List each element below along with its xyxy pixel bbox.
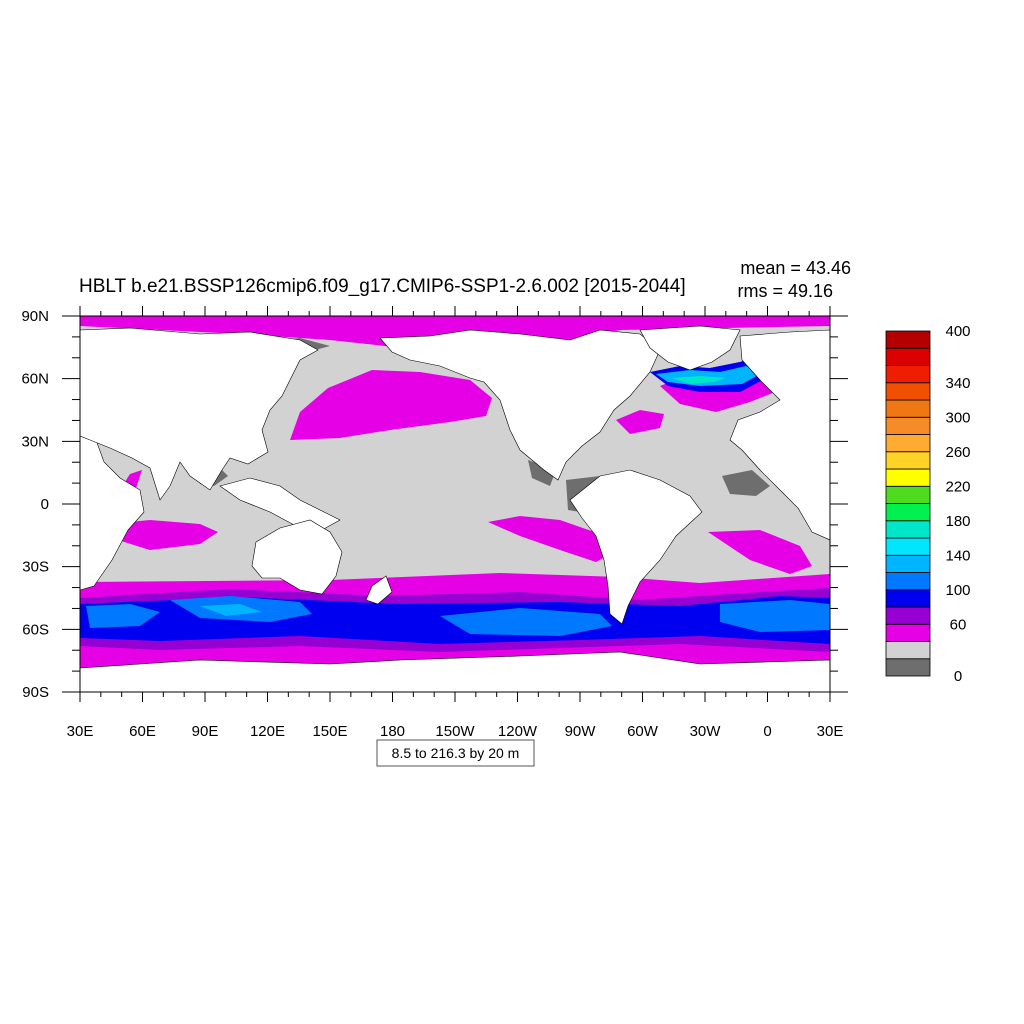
colorbar-box [885,503,931,522]
lon-label: 120W [498,723,538,740]
land-antarctica [80,651,830,692]
lon-label: 150W [435,723,475,740]
colorbar-box [885,434,931,453]
land-europe-africa-east [729,329,830,541]
colorbar-box [885,347,931,366]
colorbar-box [885,485,931,504]
land-new-zealand [365,575,393,605]
colorbar-box [885,330,931,349]
colorbar-label: 100 [945,582,970,599]
contour-info-box: 8.5 to 216.3 by 20 m [376,739,535,767]
colorbar-labels: 400 340 300 260 220 180 140 100 60 0 [945,323,970,685]
lon-label: 90E [192,723,219,740]
colorbar-box [885,572,931,591]
mixed-layer-field [80,316,830,692]
north-pacific-patch [290,370,492,440]
lon-label: 30W [690,723,722,740]
lon-label: 180 [380,723,405,740]
colorbar-box [885,606,931,625]
latitude-labels: 90N 60N 30N 0 30S 60S 90S [21,308,49,701]
lon-label: 0 [763,723,771,740]
colorbar-box [885,365,931,384]
longitude-labels: 30E 60E 90E 120E 150E 180 150W 120W 90W 60W 30W 0 30… [67,723,844,740]
colorbar-box [885,451,931,470]
contour-info-text: 8.5 to 216.3 by 20 m [392,745,520,761]
land-greenland [639,325,741,371]
south-pacific-patch [488,516,614,562]
southern-ocean-core-atlantic [720,600,830,632]
lat-label: 90N [21,308,49,325]
lon-label: 120E [250,723,285,740]
north-atlantic-patch [616,410,664,434]
colorbar-label: 140 [945,547,970,564]
lat-label: 60N [21,371,49,388]
colorbar-box [885,641,931,660]
colorbar-box [885,537,931,556]
land-south-america [569,469,703,625]
rms-label: rms = 49.16 [737,281,833,301]
colorbar-label: 180 [945,513,970,530]
colorbar-label: 220 [945,478,970,495]
lon-label: 150E [312,723,347,740]
mean-label: mean = 43.46 [740,258,851,278]
lat-label: 60S [22,621,49,638]
lat-label: 0 [41,496,49,513]
colorbar-box [885,382,931,401]
colorbar-box [885,468,931,487]
colorbar-label: 60 [950,616,967,633]
lat-label: 30S [22,559,49,576]
lat-label: 90S [22,684,49,701]
shallow-shelf-caribbean [528,460,556,486]
colorbar-label: 400 [945,323,970,340]
lat-label: 30N [21,433,49,450]
colorbar [885,330,931,677]
shallow-shelf-west-africa [722,470,770,496]
colorbar-label: 260 [945,444,970,461]
map-ticks [62,306,848,702]
colorbar-box [885,658,931,677]
colorbar-label: 0 [954,668,962,685]
colorbar-box [885,623,931,642]
contour-info-frame [376,739,535,767]
land-north-america [379,329,661,481]
land-africa [80,431,145,591]
land-australia [251,519,343,595]
southern-ocean-core-west [86,604,160,628]
colorbar-label: 300 [945,409,970,426]
land-maritime-se-asia [219,477,341,531]
lon-label: 30E [67,723,94,740]
map-panel: 30E 60E 90E 120E 150E 180 150W 120W 90W 60W 30W 0 30… [21,306,848,740]
plot-title: HBLT b.e21.BSSP126cmip6.f09_g17.CMIP6-SS… [79,276,686,297]
lon-label: 60E [129,723,156,740]
colorbar-box [885,589,931,608]
southern-ocean-core-140 [200,604,262,616]
colorbar-label: 340 [945,375,970,392]
colorbar-box [885,554,931,573]
colorbar-box [885,520,931,539]
southern-ocean-core-pacific [440,608,612,636]
land-eurasia [80,327,319,501]
south-atlantic-patch [708,530,812,574]
colorbar-box [885,399,931,418]
lon-label: 90W [565,723,597,740]
lon-label: 30E [817,723,844,740]
colorbar-box [885,416,931,435]
labrador-sea-180 [672,376,726,384]
lon-label: 60W [627,723,659,740]
indian-ocean-patch [110,520,218,550]
